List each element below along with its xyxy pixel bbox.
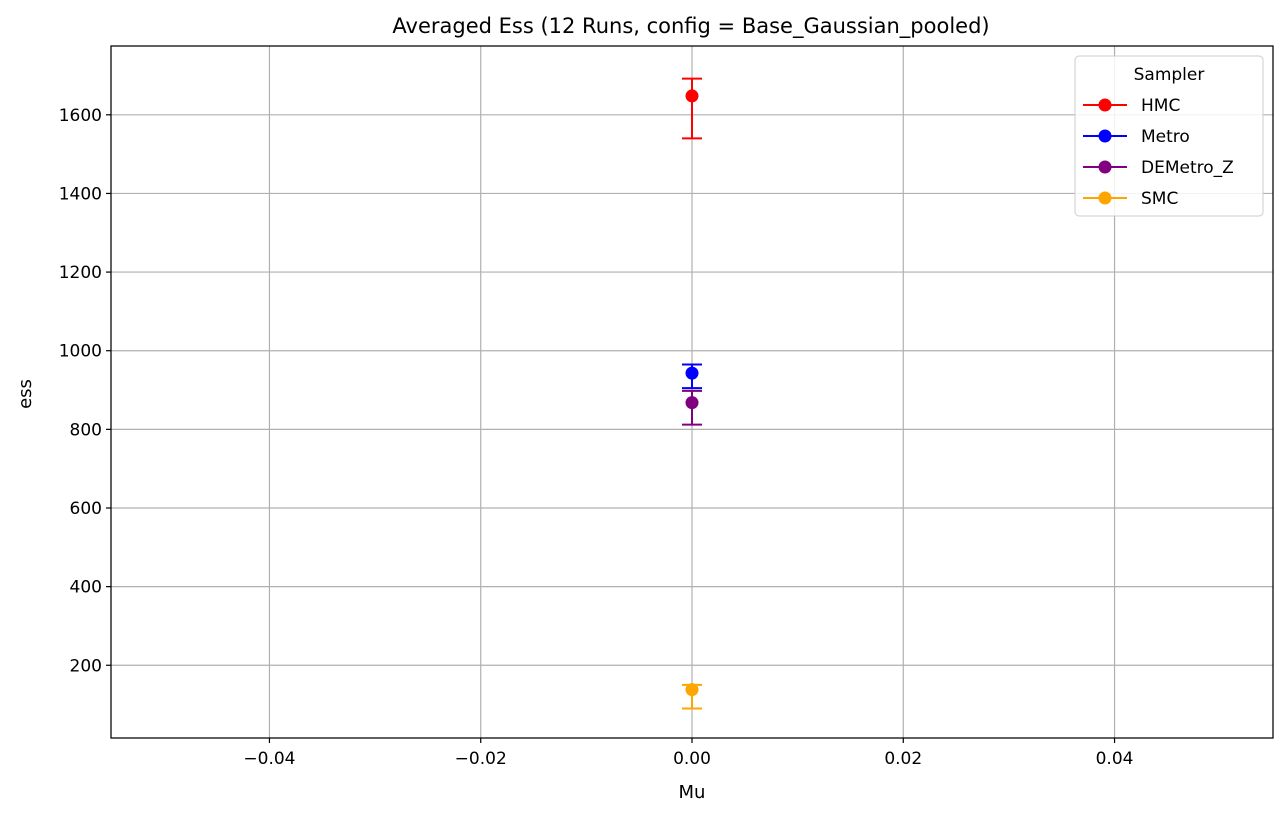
x-axis-ticks: −0.04 −0.02 0.00 0.02 0.04 bbox=[243, 738, 1133, 769]
x-axis-label: Mu bbox=[679, 782, 706, 803]
legend-label: SMC bbox=[1141, 189, 1178, 209]
data-point bbox=[685, 683, 699, 697]
chart-title: Averaged Ess (12 Runs, config = Base_Gau… bbox=[392, 14, 989, 39]
y-axis-label: ess bbox=[15, 379, 36, 409]
y-tick-label: 400 bbox=[70, 578, 102, 598]
y-tick-label: 800 bbox=[70, 420, 102, 440]
data-point bbox=[685, 89, 699, 103]
y-tick-label: 600 bbox=[70, 499, 102, 519]
y-tick-label: 1400 bbox=[59, 184, 102, 204]
data-point bbox=[685, 366, 699, 380]
legend-label: DEMetro_Z bbox=[1141, 158, 1234, 178]
legend-marker bbox=[1098, 129, 1112, 143]
legend-marker bbox=[1098, 160, 1112, 174]
legend-marker bbox=[1098, 191, 1112, 205]
legend-label: HMC bbox=[1141, 96, 1180, 116]
y-tick-label: 1200 bbox=[59, 263, 102, 283]
series-hmc bbox=[682, 77, 702, 140]
legend-marker bbox=[1098, 98, 1112, 112]
legend-item: SMC bbox=[1083, 189, 1178, 209]
data-point bbox=[685, 396, 699, 410]
series-metro bbox=[682, 363, 702, 390]
x-tick-label: 0.02 bbox=[884, 749, 922, 769]
legend-item: Metro bbox=[1083, 127, 1190, 147]
legend-item: HMC bbox=[1083, 96, 1180, 116]
legend-title: Sampler bbox=[1134, 65, 1205, 85]
x-tick-label: −0.04 bbox=[243, 749, 295, 769]
legend-box bbox=[1074, 55, 1264, 217]
x-tick-label: 0.04 bbox=[1096, 749, 1134, 769]
plot-frame bbox=[110, 45, 1274, 739]
y-tick-label: 1600 bbox=[59, 106, 102, 126]
y-axis-ticks: 200 400 600 800 1000 1200 1400 1600 bbox=[59, 106, 111, 676]
y-tick-label: 1000 bbox=[59, 342, 102, 362]
y-tick-label: 200 bbox=[70, 656, 102, 676]
data-series bbox=[682, 77, 702, 710]
legend: Sampler HMC Metro DEMetro_Z SMC bbox=[1074, 55, 1264, 217]
series-demetro-z bbox=[682, 389, 702, 426]
x-tick-label: 0.00 bbox=[673, 749, 711, 769]
legend-label: Metro bbox=[1141, 127, 1190, 147]
legend-item: DEMetro_Z bbox=[1083, 158, 1234, 178]
x-tick-label: −0.02 bbox=[455, 749, 507, 769]
series-smc bbox=[682, 683, 702, 710]
